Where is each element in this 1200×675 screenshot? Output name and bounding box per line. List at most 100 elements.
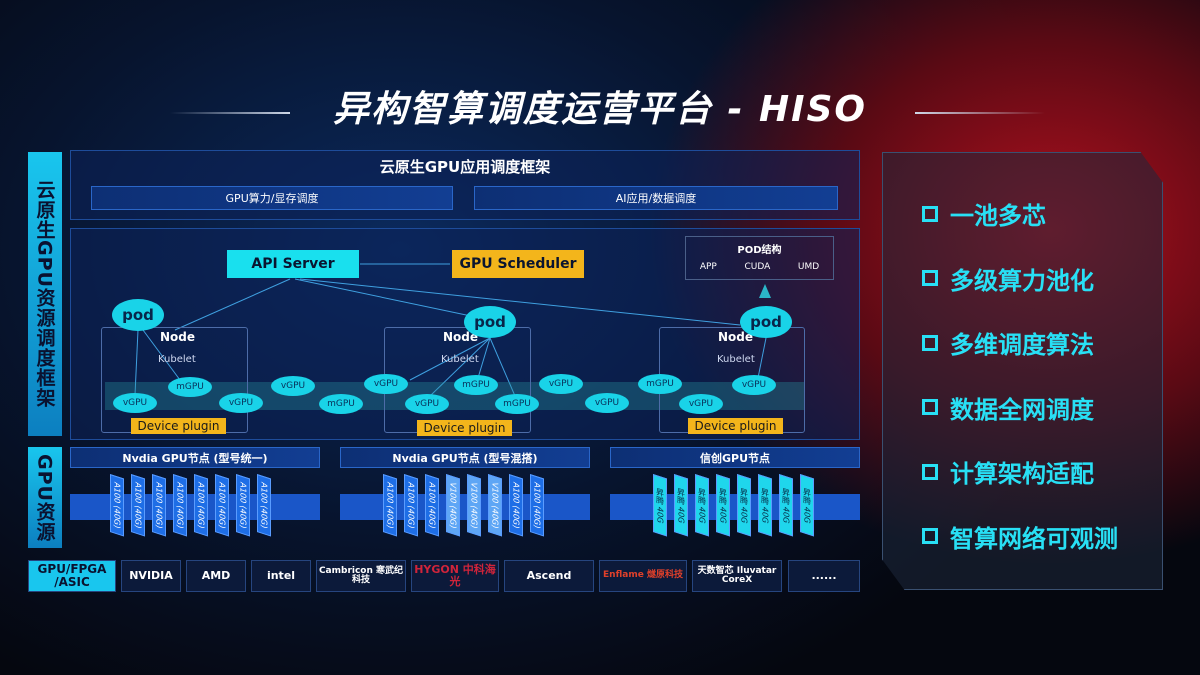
checkbox-square-icon [922,528,938,544]
gpu-card: 昇腾 40G [653,474,667,537]
feature-item: 一池多芯 [922,196,1046,231]
gpu-unit: vGPU [364,374,408,394]
checkbox-square-icon [922,463,938,480]
gpu-unit: mGPU [454,375,498,395]
vendor-logo: ...... [788,560,860,592]
gpu-scheduler: GPU Scheduler [452,250,584,278]
feature-label: 数据全网调度 [950,395,1094,424]
feature-label: 多维调度算法 [950,331,1094,359]
gpu-card: A100 (40G) [173,474,187,537]
feature-label: 多级算力池化 [950,266,1094,295]
kubelet-label: Kubelet [158,354,196,365]
pod-cuda: CUDA [744,262,771,272]
gpu-card: 昇腾 40G [779,474,793,537]
kubelet-label: Kubelet [441,354,479,365]
feature-item: 智算网络可观测 [922,519,1118,554]
gpu-unit: vGPU [405,394,449,414]
node-label: Node [718,330,754,344]
ai-scheduling-bar: AI应用/数据调度 [474,186,838,210]
kubelet-label: Kubelet [717,354,755,365]
gpu-unit: vGPU [219,393,263,413]
vendor-logo: NVIDIA [121,560,181,592]
vendor-logo: Ascend [504,560,594,592]
gpu-card: A100 (40G) [404,474,418,537]
checkbox-square-icon [922,270,938,286]
link-node1 [174,278,291,331]
vendor-logo: Cambricon 寒武纪科技 [316,560,406,592]
gpu-card: A100 (40G) [236,474,250,537]
gpu-unit: vGPU [113,393,157,413]
link-node2 [294,278,491,321]
vendor-logo: intel [251,560,311,592]
pod-app: APP [699,262,717,272]
gpu-card: V100 (40G) [446,474,460,537]
gpu-node-title: Nvdia GPU节点 (型号混搭) [340,447,590,468]
gpu-node-title: Nvdia GPU节点 (型号统一) [70,447,320,468]
page-title: 异构智算调度运营平台 - HISO [332,89,868,130]
pod: pod [464,306,516,338]
node-label: Node [160,330,196,344]
feature-item: 数据全网调度 [922,390,1094,425]
gpu-unit: vGPU [585,393,629,413]
node-label: Node [443,330,479,344]
gpu-unit: vGPU [679,394,723,414]
gpu-card: A100 (40G) [425,474,439,537]
up-arrow-icon [759,284,771,298]
gpu-card: A100 (40G) [131,474,145,537]
gpu-card: 昇腾 40G [758,474,772,537]
framework-label: 云原生GPU资源调度框架 [28,152,62,436]
vendor-logo: HYGON 中科海光 [411,560,499,592]
gpu-card: A100 (40G) [509,474,523,537]
gpu-unit: mGPU [168,377,212,397]
feature-item: 多维调度算法 [922,325,1094,360]
pod: pod [112,299,164,331]
pod-structure-title: POD结构 [737,245,782,256]
pod-umd: UMD [797,262,820,272]
gpu-card: A100 (40G) [215,474,229,537]
gpu-card: A100 (40G) [152,474,166,537]
gpu-card: 昇腾 40G [674,474,688,537]
vendor-category-label: GPU/FPGA /ASIC [28,560,116,592]
link-node3 [299,278,741,326]
gpu-unit: mGPU [319,394,363,414]
checkbox-square-icon [922,399,938,415]
gpu-card: A100 (40G) [383,474,397,537]
resources-label: GPU资源 [28,447,62,548]
pod: pod [740,306,792,338]
api-server: API Server [227,250,359,278]
gpu-unit: vGPU [539,374,583,394]
vendor-logo: AMD [186,560,246,592]
gpu-card: A100 (40G) [257,474,271,537]
gpu-card: 昇腾 40G [737,474,751,537]
pod-structure: POD结构 APP CUDA UMD [685,236,834,280]
gpu-node-base [340,494,590,520]
feature-label: 计算架构适配 [950,460,1094,488]
gpu-card: V100 (40G) [467,474,481,537]
checkbox-square-icon [922,334,938,351]
vendor-logo: Enflame 燧原科技 [599,560,687,592]
gpu-card: 昇腾 40G [800,474,814,537]
framework-title: 云原生GPU应用调度框架 [379,158,551,176]
gpu-scheduling-bar: GPU算力/显存调度 [91,186,453,210]
gpu-card: A100 (40G) [110,474,124,537]
gpu-unit: mGPU [638,374,682,394]
gpu-node-title: 信创GPU节点 [610,447,860,468]
device-plugin: Device plugin [688,418,783,434]
gpu-unit: vGPU [271,376,315,396]
gpu-unit: vGPU [732,375,776,395]
checkbox-square-icon [922,205,938,222]
gpu-card: A100 (40G) [530,474,544,537]
device-plugin: Device plugin [417,420,512,436]
title-line-left [170,112,290,114]
feature-item: 计算架构适配 [922,454,1094,489]
gpu-card: 昇腾 40G [716,474,730,537]
feature-item: 多级算力池化 [922,261,1094,296]
feature-label: 一池多芯 [950,202,1046,230]
gpu-unit: mGPU [495,394,539,414]
vendor-logo: 天数智芯 Iluvatar CoreX [692,560,782,592]
feature-label: 智算网络可观测 [950,524,1118,553]
gpu-card: A100 (40G) [194,474,208,537]
features-panel [882,152,1163,590]
gpu-card: 昇腾 40G [695,474,709,537]
